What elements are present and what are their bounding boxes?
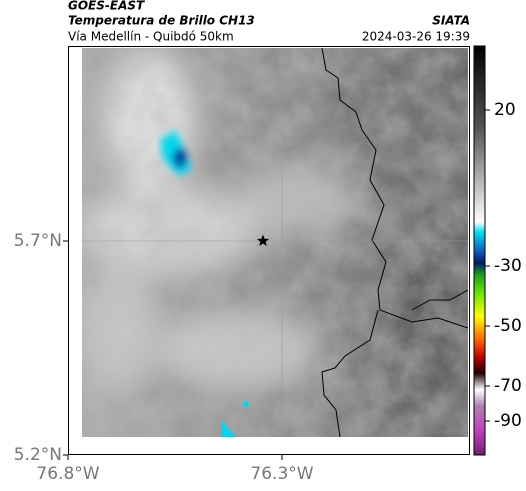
colorbar [473,45,486,456]
lon-tick-label: 76.8°W [36,464,99,484]
satellite-image [82,48,468,437]
lat-tick-label: 5.7°N [14,231,62,251]
lon-tick-label: 76.3°W [250,464,313,484]
colorbar-tick-label: -70 [494,376,522,396]
map-frame [68,46,470,455]
colorbar-tick-label: 20 [494,100,516,120]
region-subtitle: Vía Medellín - Quibdó 50km [68,30,234,44]
colorbar-tick-label: -90 [494,411,522,431]
borders [321,48,468,437]
source-title: GOES-EAST [68,0,145,13]
city-marker [257,234,269,246]
product-title: Temperatura de Brillo CH13 [68,14,255,28]
colorbar-tick-label: -30 [494,256,522,276]
colorbar-tick-label: -50 [494,316,522,336]
lat-tick-label: 5.2°N [14,445,62,465]
timestamp: 2024-03-26 19:39 [362,30,470,44]
agency-label: SIATA [432,14,470,28]
